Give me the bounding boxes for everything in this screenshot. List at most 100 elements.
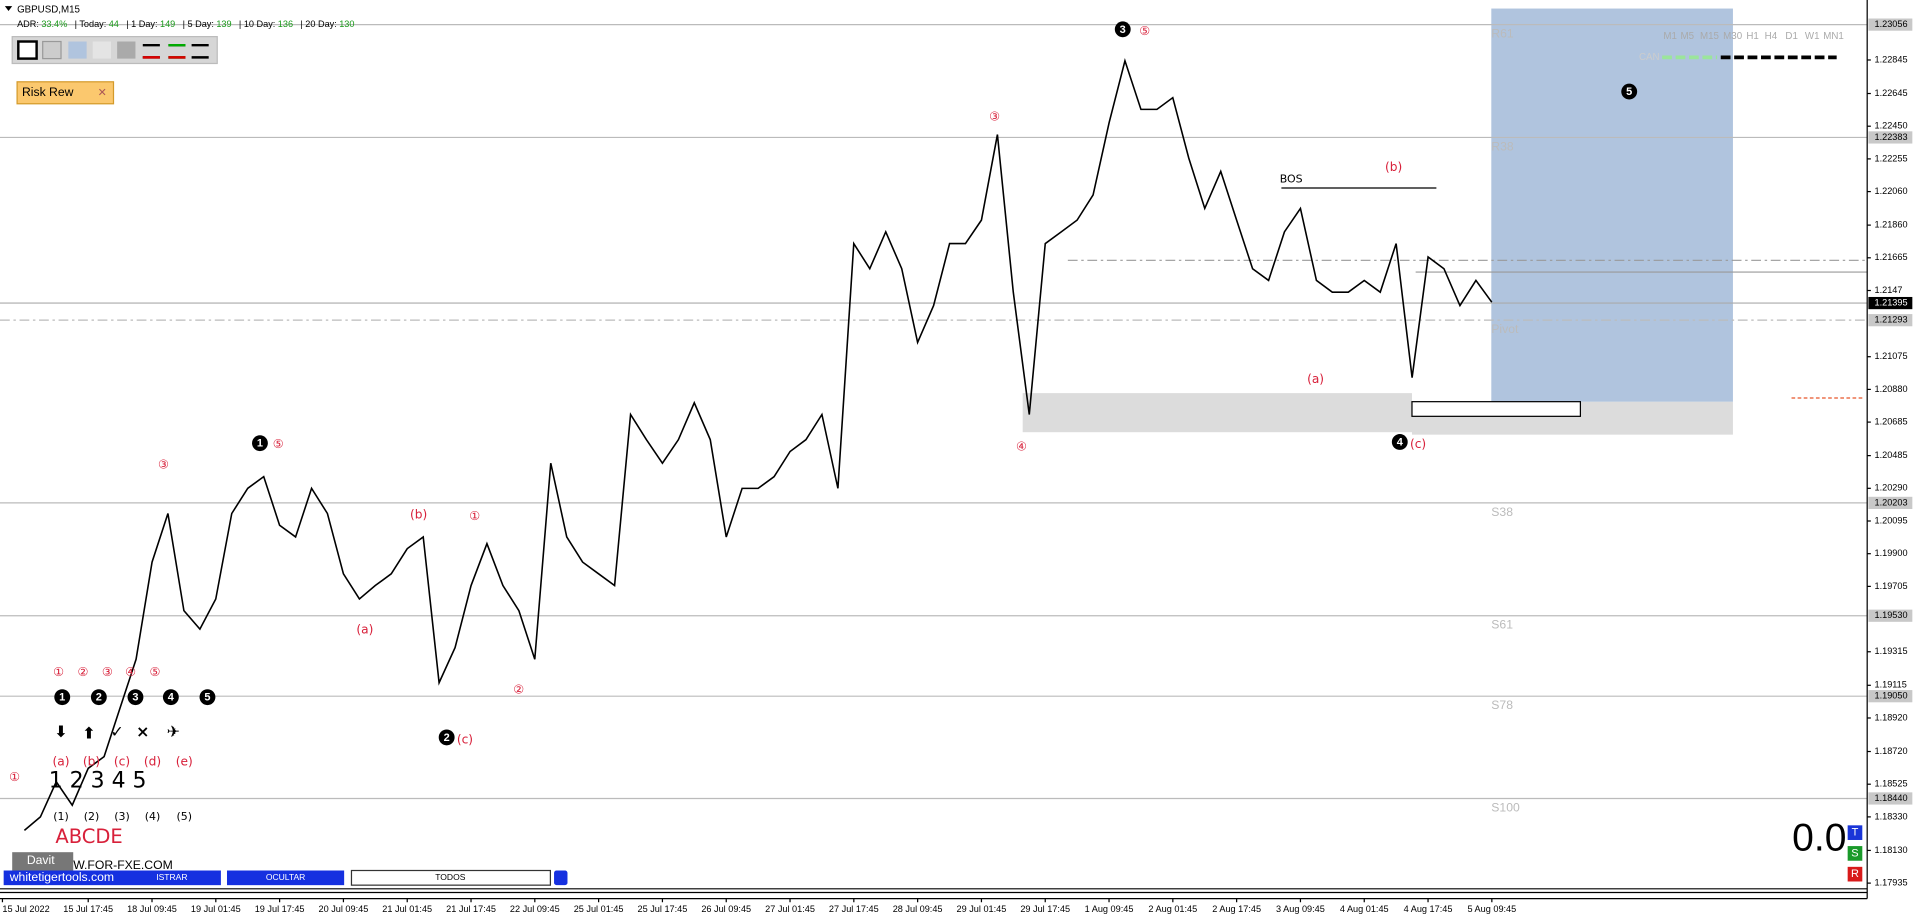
tool-swatch[interactable] bbox=[117, 41, 136, 59]
wave-label: ① bbox=[53, 665, 64, 679]
footer-button[interactable] bbox=[226, 870, 345, 886]
level-name: R38 bbox=[1491, 139, 1514, 153]
wave-marker bbox=[90, 689, 107, 706]
wave-label: (c) bbox=[457, 732, 473, 746]
x-tick-label: 20 Jul 09:45 bbox=[319, 904, 369, 914]
x-tick-label: 18 Jul 09:45 bbox=[127, 904, 177, 914]
timeframe-button[interactable]: M30 bbox=[1723, 31, 1743, 42]
x-tick-label: 28 Jul 09:45 bbox=[893, 904, 943, 914]
badge-label[interactable]: S bbox=[1851, 847, 1858, 859]
wave-label: (4) bbox=[145, 810, 161, 823]
timeframe-button[interactable]: D1 bbox=[1785, 31, 1797, 42]
wave-label: ④ bbox=[1016, 439, 1027, 453]
wave-marker bbox=[252, 435, 268, 452]
timeframe-button[interactable]: MN1 bbox=[1823, 31, 1844, 42]
timeframe-button[interactable]: M1 bbox=[1663, 31, 1677, 42]
adr-value: 44 bbox=[109, 19, 119, 29]
level-tag-label: 1.19530 bbox=[1875, 610, 1908, 620]
tool-swatch[interactable] bbox=[92, 41, 112, 59]
level-name: S61 bbox=[1491, 618, 1513, 632]
y-tick-label: 1.22255 bbox=[1875, 153, 1908, 163]
site-label[interactable]: whitetigertools.com bbox=[9, 870, 114, 884]
adr-label: | 10 Day: bbox=[239, 19, 275, 29]
adr-value: 130 bbox=[339, 19, 354, 29]
wave-label: (1) bbox=[53, 810, 69, 823]
timeframe-button[interactable]: M15 bbox=[1700, 31, 1720, 42]
badge-label[interactable]: T bbox=[1852, 827, 1859, 839]
site-watermark: W.FOR-FXE.COM bbox=[73, 858, 173, 872]
level-name: R61 bbox=[1491, 27, 1514, 41]
risk-button-label[interactable]: Risk Rew bbox=[22, 85, 74, 99]
y-tick-label: 1.21075 bbox=[1875, 351, 1908, 361]
wave-marker bbox=[1114, 21, 1131, 38]
wave-label: (e) bbox=[176, 754, 193, 768]
timeframe-button[interactable]: W1 bbox=[1805, 31, 1820, 42]
wave-label: (a) bbox=[356, 622, 373, 636]
badge[interactable] bbox=[1847, 846, 1863, 861]
wave-label: ⬇ bbox=[54, 722, 67, 741]
wave-label: ④ bbox=[125, 665, 136, 679]
y-tick-label: 1.22845 bbox=[1875, 54, 1908, 64]
level-tag-label: 1.18440 bbox=[1875, 793, 1908, 803]
wave-label: 1 bbox=[257, 438, 263, 450]
symbol-title: GBPUSD,M15 bbox=[17, 4, 80, 15]
adr-label: ADR: bbox=[17, 19, 39, 29]
risk-close[interactable]: ✕ bbox=[98, 86, 107, 99]
x-tick-label: 4 Aug 17:45 bbox=[1404, 904, 1453, 914]
footer-button-label[interactable]: TODOS bbox=[435, 872, 465, 882]
x-tick-label: 19 Jul 01:45 bbox=[191, 904, 241, 914]
wave-marker bbox=[199, 689, 216, 706]
wave-label: (b) bbox=[410, 508, 427, 522]
risk-button[interactable] bbox=[16, 81, 115, 105]
x-tick-label: 26 Jul 09:45 bbox=[701, 904, 751, 914]
level-tag bbox=[1868, 690, 1913, 703]
x-tick-label: 22 Jul 09:45 bbox=[510, 904, 560, 914]
current-price-label: 1.21395 bbox=[1875, 297, 1908, 307]
x-tick-label: 21 Jul 01:45 bbox=[382, 904, 432, 914]
adr-value: 149 bbox=[160, 19, 175, 29]
wave-label: ⑤ bbox=[1139, 24, 1150, 38]
y-tick-label: 1.19900 bbox=[1875, 548, 1908, 558]
tool-swatch[interactable] bbox=[17, 40, 38, 60]
x-tick-label: 4 Aug 01:45 bbox=[1340, 904, 1389, 914]
badge-label[interactable]: R bbox=[1851, 868, 1859, 880]
wave-label: 5 bbox=[204, 692, 210, 704]
footer-button[interactable] bbox=[350, 869, 552, 886]
tool-swatch[interactable] bbox=[68, 41, 87, 59]
y-tick-label: 1.18330 bbox=[1875, 811, 1908, 821]
menu-arrow[interactable] bbox=[4, 6, 13, 11]
target-zone bbox=[1491, 8, 1733, 402]
timeframe-button[interactable]: H4 bbox=[1765, 31, 1778, 42]
level-tag-label: 1.23056 bbox=[1875, 19, 1908, 29]
adr-value: 136 bbox=[278, 19, 293, 29]
price-line bbox=[23, 57, 1493, 831]
badge[interactable] bbox=[1847, 825, 1863, 840]
tool-swatch[interactable] bbox=[42, 40, 62, 60]
site-button[interactable] bbox=[3, 870, 221, 886]
y-tick-label: 1.20880 bbox=[1875, 384, 1908, 394]
x-tick-label: 2 Aug 17:45 bbox=[1212, 904, 1261, 914]
timeframe-button[interactable]: M5 bbox=[1680, 31, 1694, 42]
footer-toggle[interactable] bbox=[554, 870, 568, 886]
y-tick-label: 1.20685 bbox=[1875, 417, 1908, 427]
entry-box bbox=[1411, 401, 1582, 417]
user-name: Davit bbox=[27, 853, 55, 867]
wave-label: 1 2 3 4 5 bbox=[49, 768, 147, 793]
wave-label: ① bbox=[9, 770, 20, 784]
footer-button-label[interactable]: ISTRAR bbox=[156, 872, 187, 882]
wave-label: (b) bbox=[1385, 160, 1402, 174]
x-tick-label: 25 Jul 01:45 bbox=[574, 904, 624, 914]
footer-button-label[interactable]: OCULTAR bbox=[266, 872, 305, 882]
wave-label: 1 bbox=[59, 692, 65, 704]
level-name: Pivot bbox=[1491, 322, 1519, 336]
timeframe-button[interactable]: H1 bbox=[1746, 31, 1758, 42]
x-tick-label: 25 Jul 17:45 bbox=[638, 904, 688, 914]
adr-label: | Today: bbox=[75, 19, 107, 29]
wave-label: (3) bbox=[114, 810, 130, 823]
y-tick-label: 1.18720 bbox=[1875, 746, 1908, 756]
x-tick-label: 1 Aug 09:45 bbox=[1085, 904, 1134, 914]
counter: 0.0 bbox=[1792, 816, 1846, 859]
adr-label: | 1 Day: bbox=[126, 19, 157, 29]
wave-label: 2 bbox=[444, 732, 450, 744]
badge[interactable] bbox=[1847, 866, 1863, 882]
